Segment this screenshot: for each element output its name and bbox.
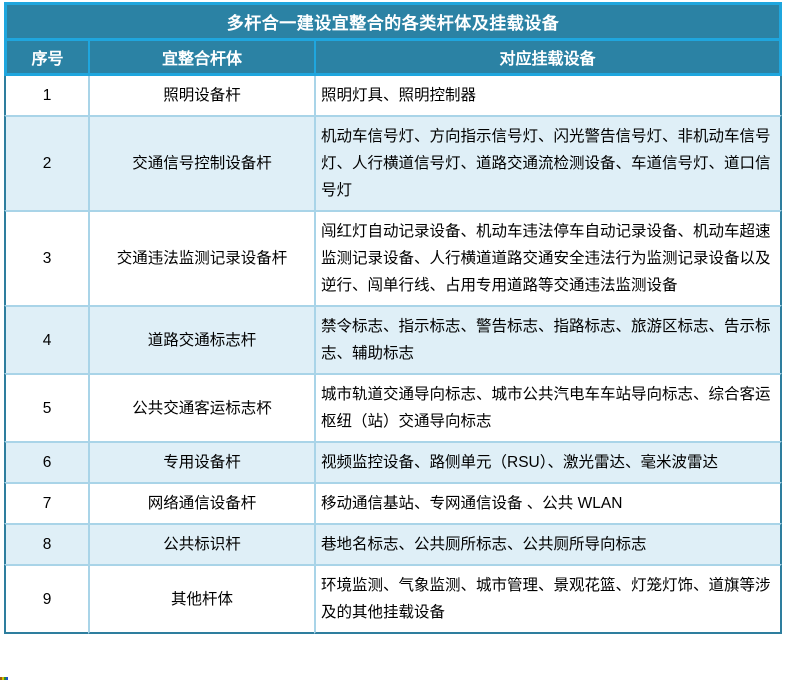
table-row: 9 其他杆体 环境监测、气象监测、城市管理、景观花篮、灯笼灯饰、道旗等涉及的其他… (4, 564, 783, 634)
mounted-devices: 环境监测、气象监测、城市管理、景观花篮、灯笼灯饰、道旗等涉及的其他挂载设备 (314, 564, 783, 634)
row-index: 4 (4, 305, 88, 373)
mounted-devices: 照明灯具、照明控制器 (314, 76, 783, 115)
table-title: 多杆合一建设宜整合的各类杆体及挂载设备 (4, 2, 783, 41)
row-index: 8 (4, 523, 88, 564)
header-row: 序号 宜整合杆体 对应挂载设备 (4, 41, 783, 76)
pole-type: 交通信号控制设备杆 (88, 115, 314, 210)
mounted-devices: 禁令标志、指示标志、警告标志、指路标志、旅游区标志、告示标志、辅助标志 (314, 305, 783, 373)
mounted-devices: 闯红灯自动记录设备、机动车违法停车自动记录设备、机动车超速监测记录设备、人行横道… (314, 210, 783, 305)
pole-type: 其他杆体 (88, 564, 314, 634)
table-row: 2 交通信号控制设备杆 机动车信号灯、方向指示信号灯、闪光警告信号灯、非机动车信… (4, 115, 783, 210)
column-header-no: 序号 (4, 41, 88, 76)
mounted-devices: 移动通信基站、专网通信设备 、公共 WLAN (314, 482, 783, 523)
pole-type: 公共交通客运标志杯 (88, 373, 314, 441)
mounted-devices: 机动车信号灯、方向指示信号灯、闪光警告信号灯、非机动车信号灯、人行横道信号灯、道… (314, 115, 783, 210)
pole-type: 道路交通标志杆 (88, 305, 314, 373)
pole-integration-table: 多杆合一建设宜整合的各类杆体及挂载设备 序号 宜整合杆体 对应挂载设备 1 照明… (4, 2, 783, 634)
pole-type: 专用设备杆 (88, 441, 314, 482)
table-row: 1 照明设备杆 照明灯具、照明控制器 (4, 76, 783, 115)
row-index: 9 (4, 564, 88, 634)
mounted-devices: 巷地名标志、公共厕所标志、公共厕所导向标志 (314, 523, 783, 564)
column-header-pole: 宜整合杆体 (88, 41, 314, 76)
pole-type: 网络通信设备杆 (88, 482, 314, 523)
pole-type: 公共标识杆 (88, 523, 314, 564)
row-index: 5 (4, 373, 88, 441)
mounted-devices: 视频监控设备、路侧单元（RSU）、激光雷达、毫米波雷达 (314, 441, 783, 482)
corner-pixel-artifact (0, 677, 8, 680)
mounted-devices: 城市轨道交通导向标志、城市公共汽电车车站导向标志、综合客运枢纽（站）交通导向标志 (314, 373, 783, 441)
table-row: 7 网络通信设备杆 移动通信基站、专网通信设备 、公共 WLAN (4, 482, 783, 523)
column-header-devices: 对应挂载设备 (314, 41, 783, 76)
table-row: 3 交通违法监测记录设备杆 闯红灯自动记录设备、机动车违法停车自动记录设备、机动… (4, 210, 783, 305)
table-wrapper: 多杆合一建设宜整合的各类杆体及挂载设备 序号 宜整合杆体 对应挂载设备 1 照明… (4, 2, 783, 634)
table-row: 6 专用设备杆 视频监控设备、路侧单元（RSU）、激光雷达、毫米波雷达 (4, 441, 783, 482)
row-index: 7 (4, 482, 88, 523)
table-row: 4 道路交通标志杆 禁令标志、指示标志、警告标志、指路标志、旅游区标志、告示标志… (4, 305, 783, 373)
table-row: 5 公共交通客运标志杯 城市轨道交通导向标志、城市公共汽电车车站导向标志、综合客… (4, 373, 783, 441)
row-index: 3 (4, 210, 88, 305)
pole-type: 照明设备杆 (88, 76, 314, 115)
pole-type: 交通违法监测记录设备杆 (88, 210, 314, 305)
table-row: 8 公共标识杆 巷地名标志、公共厕所标志、公共厕所导向标志 (4, 523, 783, 564)
title-row: 多杆合一建设宜整合的各类杆体及挂载设备 (4, 2, 783, 41)
row-index: 2 (4, 115, 88, 210)
row-index: 6 (4, 441, 88, 482)
row-index: 1 (4, 76, 88, 115)
